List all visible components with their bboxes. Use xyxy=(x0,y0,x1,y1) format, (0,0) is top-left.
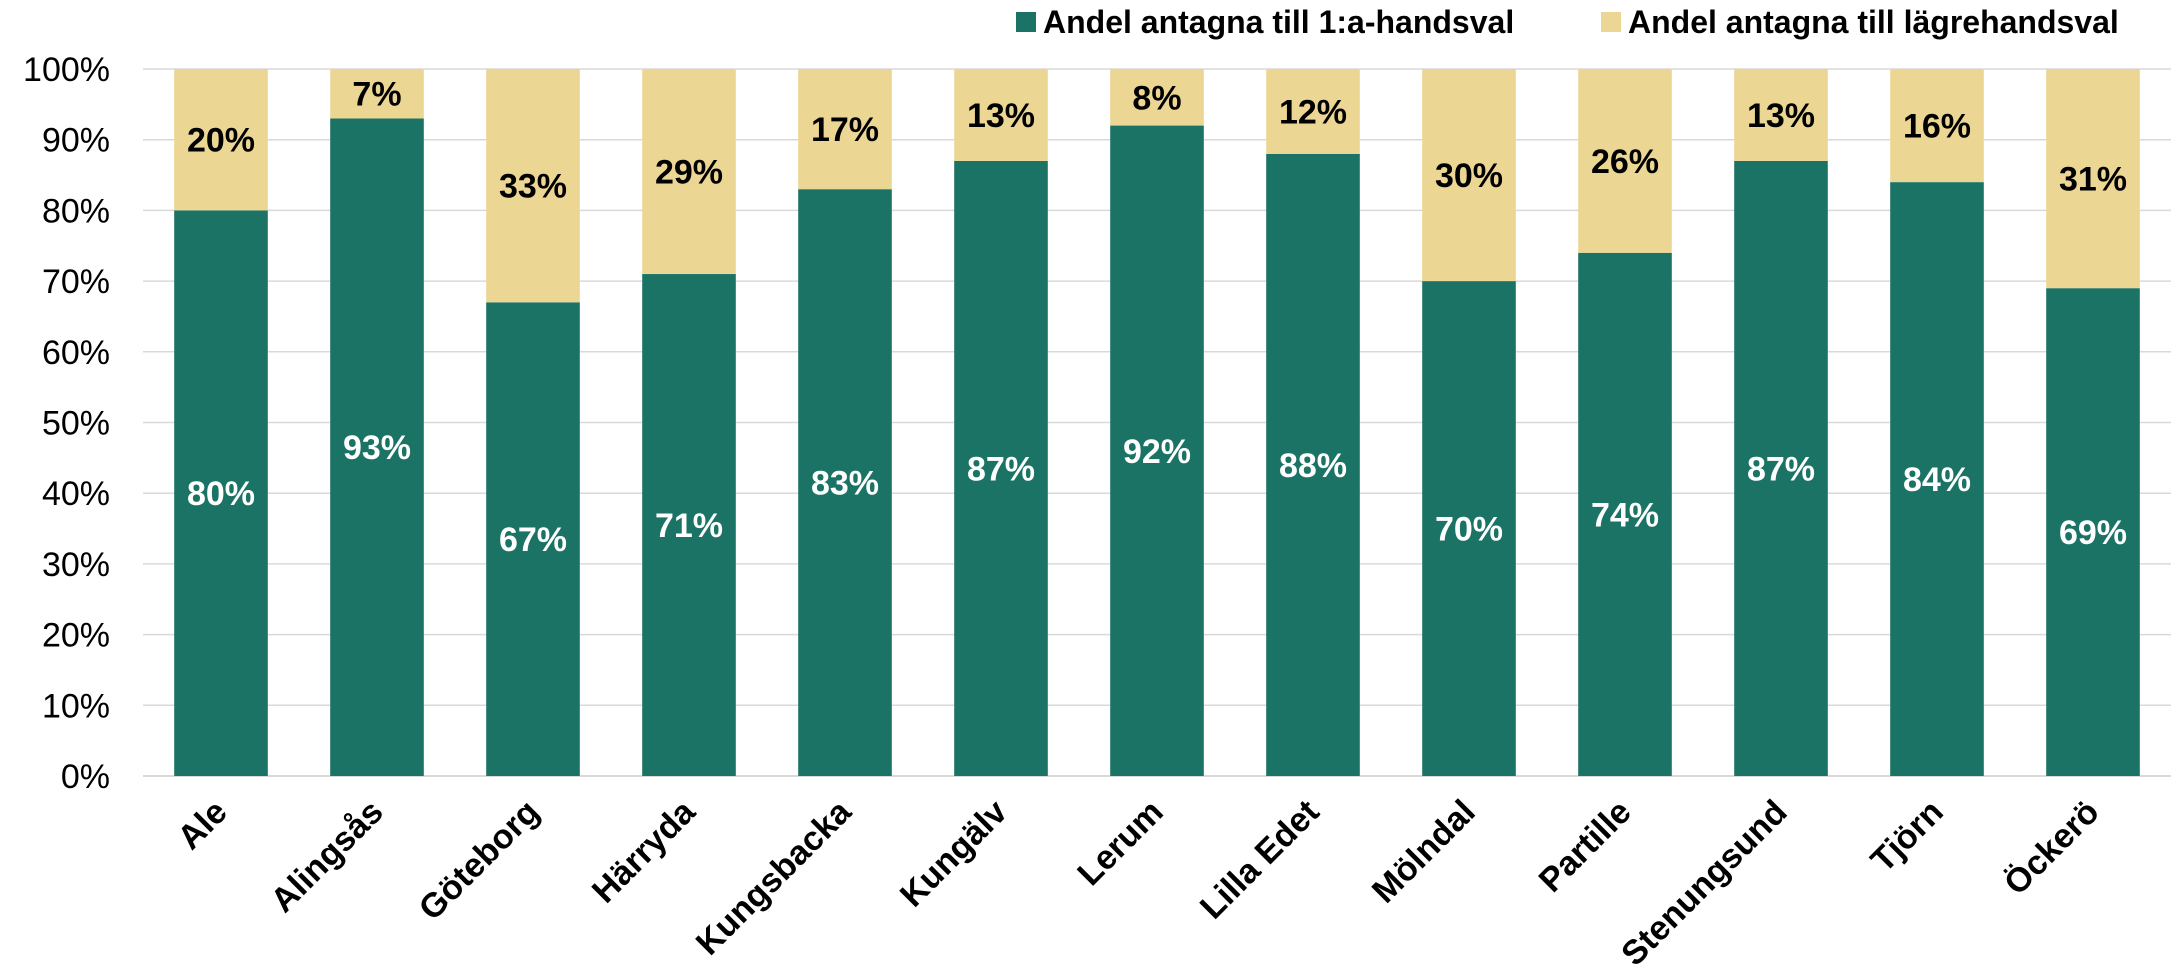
data-label: 16% xyxy=(1903,108,1971,146)
data-label: 74% xyxy=(1591,496,1659,534)
x-category-label: Kungälv xyxy=(893,793,1015,915)
data-label: 71% xyxy=(655,507,723,545)
data-label: 87% xyxy=(967,450,1035,488)
y-tick-label: 30% xyxy=(42,546,110,584)
x-category-label: Partille xyxy=(1532,793,1639,900)
bar-segment xyxy=(1890,69,1984,183)
x-category-label: Kungsbacka xyxy=(689,792,860,963)
bar-segment xyxy=(2046,288,2140,776)
data-label: 33% xyxy=(499,168,567,206)
y-tick-label: 50% xyxy=(42,405,110,443)
y-tick-label: 70% xyxy=(42,263,110,301)
bar-segment xyxy=(1110,125,1204,776)
bar-segment xyxy=(1266,69,1360,154)
data-label: 30% xyxy=(1435,157,1503,195)
data-label: 12% xyxy=(1279,93,1347,131)
y-tick-label: 0% xyxy=(61,758,110,796)
bar-segment xyxy=(1422,69,1516,282)
bar-segment xyxy=(330,69,424,119)
data-label: 7% xyxy=(352,76,401,114)
legend-label: Andel antagna till lägrehandsval xyxy=(1628,4,2119,40)
bar-segment xyxy=(798,69,892,190)
bar-segment xyxy=(174,210,268,776)
bars xyxy=(174,69,2140,777)
data-label: 20% xyxy=(187,122,255,160)
data-label: 29% xyxy=(655,154,723,192)
data-label: 92% xyxy=(1123,433,1191,471)
data-label: 69% xyxy=(2059,514,2127,552)
data-label: 26% xyxy=(1591,143,1659,181)
bar-segment xyxy=(1578,69,1672,253)
x-category-label: Lerum xyxy=(1070,793,1170,893)
bar-segment xyxy=(642,69,736,275)
data-label: 8% xyxy=(1132,79,1181,117)
x-category-label: Öckerö xyxy=(1997,793,2107,903)
data-label: 67% xyxy=(499,521,567,559)
data-label: 80% xyxy=(187,475,255,513)
y-tick-label: 10% xyxy=(42,687,110,725)
bar-segment xyxy=(1110,69,1204,126)
bar-segment xyxy=(174,69,268,211)
bar-segment xyxy=(1734,160,1828,776)
y-tick-label: 90% xyxy=(42,122,110,160)
y-tick-label: 20% xyxy=(42,617,110,655)
y-axis: 0% 10% 20% 30% 40% 50% 60% 70% 80% 90% 100% xyxy=(23,51,110,796)
x-category-label: Göteborg xyxy=(412,793,547,928)
data-label: 31% xyxy=(2059,161,2127,199)
bar-segment xyxy=(330,118,424,777)
bar-segment xyxy=(1266,153,1360,777)
bar-segment xyxy=(642,274,736,776)
data-label: 70% xyxy=(1435,511,1503,549)
data-label: 17% xyxy=(811,111,879,149)
data-label: 83% xyxy=(811,465,879,503)
bar-segment xyxy=(1578,252,1672,776)
x-category-label: Stenungsund xyxy=(1614,793,1794,971)
bar-segment xyxy=(1422,281,1516,776)
legend-swatch xyxy=(1016,12,1036,32)
data-label: 13% xyxy=(1747,97,1815,135)
bar-segment xyxy=(954,69,1048,161)
x-category-label: Härryda xyxy=(585,792,704,911)
data-label: 13% xyxy=(967,97,1035,135)
x-category-label: Alingsås xyxy=(264,793,391,920)
y-tick-label: 40% xyxy=(42,475,110,513)
y-tick-label: 80% xyxy=(42,192,110,230)
legend: Andel antagna till 1:a-handsval Andel ant… xyxy=(1016,4,2119,40)
bar-segment xyxy=(1890,182,1984,776)
bar-segment xyxy=(954,160,1048,776)
data-label: 87% xyxy=(1747,450,1815,488)
x-category-label: Ale xyxy=(170,793,234,857)
legend-label: Andel antagna till 1:a-handsval xyxy=(1043,4,1514,40)
bar-segment xyxy=(798,189,892,776)
data-labels: 80% 20% 93% 7% 67% 33% 71% 29% 83% 17% 87% 13% 92% 8%… xyxy=(187,76,2127,559)
data-label: 93% xyxy=(343,429,411,467)
bar-segment xyxy=(2046,69,2140,289)
data-label: 88% xyxy=(1279,447,1347,485)
bar-segment xyxy=(486,302,580,776)
bar-segment xyxy=(1734,69,1828,161)
y-tick-label: 100% xyxy=(23,51,110,89)
x-category-label: Mölndal xyxy=(1365,793,1483,911)
bar-segment xyxy=(486,69,580,303)
x-category-label: Tjörn xyxy=(1864,793,1951,880)
x-category-label: Lilla Edet xyxy=(1193,793,1327,927)
y-tick-label: 60% xyxy=(42,334,110,372)
legend-swatch xyxy=(1601,12,1621,32)
data-label: 84% xyxy=(1903,461,1971,499)
